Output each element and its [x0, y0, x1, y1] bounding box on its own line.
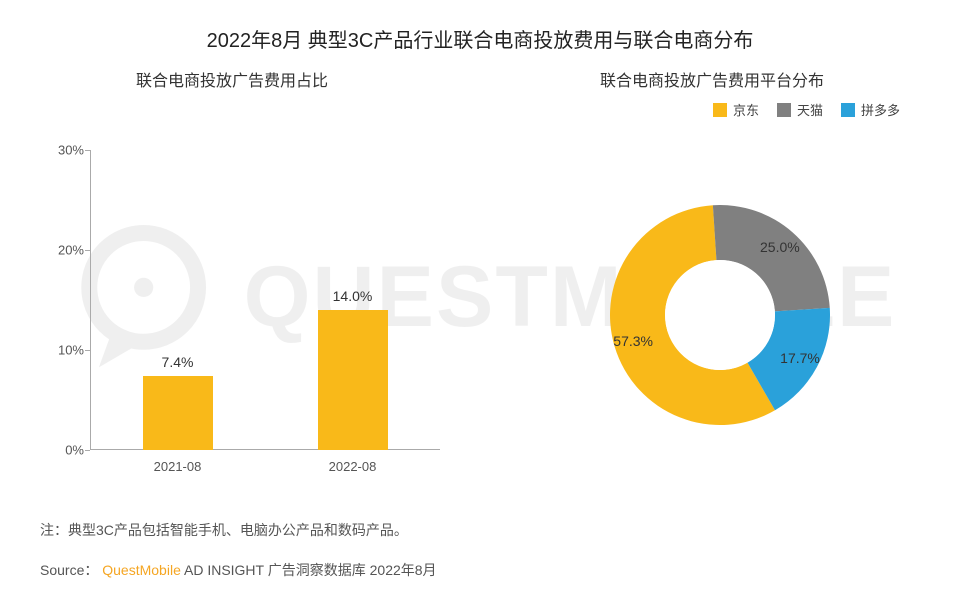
bar-value-label: 14.0%: [318, 288, 388, 304]
legend-label: 京东: [733, 100, 759, 119]
footnote: 注：典型3C产品包括智能手机、电脑办公产品和数码产品。: [40, 520, 408, 540]
legend-item: 拼多多: [841, 100, 900, 119]
legend-swatch: [777, 103, 791, 117]
y-tick-mark: [85, 150, 90, 151]
y-tick-label: 0%: [40, 443, 84, 458]
legend-item: 天猫: [777, 100, 823, 119]
legend-label: 拼多多: [861, 100, 900, 119]
bar: 7.4%: [143, 376, 213, 450]
subtitle-left: 联合电商投放广告费用占比: [136, 67, 328, 91]
bar-value-label: 7.4%: [143, 354, 213, 370]
legend-item: 京东: [713, 100, 759, 119]
x-tick-label: 2022-08: [293, 459, 413, 474]
donut-hole: [665, 260, 775, 370]
y-tick-mark: [85, 450, 90, 451]
bar: 14.0%: [318, 310, 388, 450]
legend: 京东 天猫 拼多多: [713, 100, 900, 119]
source-suffix: AD INSIGHT 广告洞察数据库 2022年8月: [181, 562, 437, 578]
y-axis: [90, 150, 91, 450]
legend-label: 天猫: [797, 100, 823, 119]
donut-slice-label: 25.0%: [760, 239, 800, 255]
y-tick-mark: [85, 250, 90, 251]
main-title: 2022年8月 典型3C产品行业联合电商投放费用与联合电商分布: [0, 0, 960, 53]
charts-container: 0% 10% 20% 30% 7.4% 2021-08 14.0% 2022-08 57.3%…: [0, 140, 960, 490]
source-brand: QuestMobile: [102, 562, 181, 578]
source-line: Source： QuestMobile AD INSIGHT 广告洞察数据库 2…: [40, 560, 437, 580]
source-prefix: Source：: [40, 562, 98, 578]
legend-swatch: [713, 103, 727, 117]
y-tick-mark: [85, 350, 90, 351]
bar-chart: 0% 10% 20% 30% 7.4% 2021-08 14.0% 2022-08: [0, 140, 480, 490]
subtitle-row: 联合电商投放广告费用占比 联合电商投放广告费用平台分布: [0, 53, 960, 91]
donut-slice-label: 17.7%: [780, 350, 820, 366]
y-tick-label: 10%: [40, 343, 84, 358]
donut-chart: 57.3% 25.0% 17.7%: [480, 140, 960, 490]
y-tick-label: 20%: [40, 243, 84, 258]
legend-swatch: [841, 103, 855, 117]
donut-slice-label: 57.3%: [613, 333, 653, 349]
y-tick-label: 30%: [40, 143, 84, 158]
subtitle-right: 联合电商投放广告费用平台分布: [600, 67, 824, 91]
x-tick-label: 2021-08: [118, 459, 238, 474]
